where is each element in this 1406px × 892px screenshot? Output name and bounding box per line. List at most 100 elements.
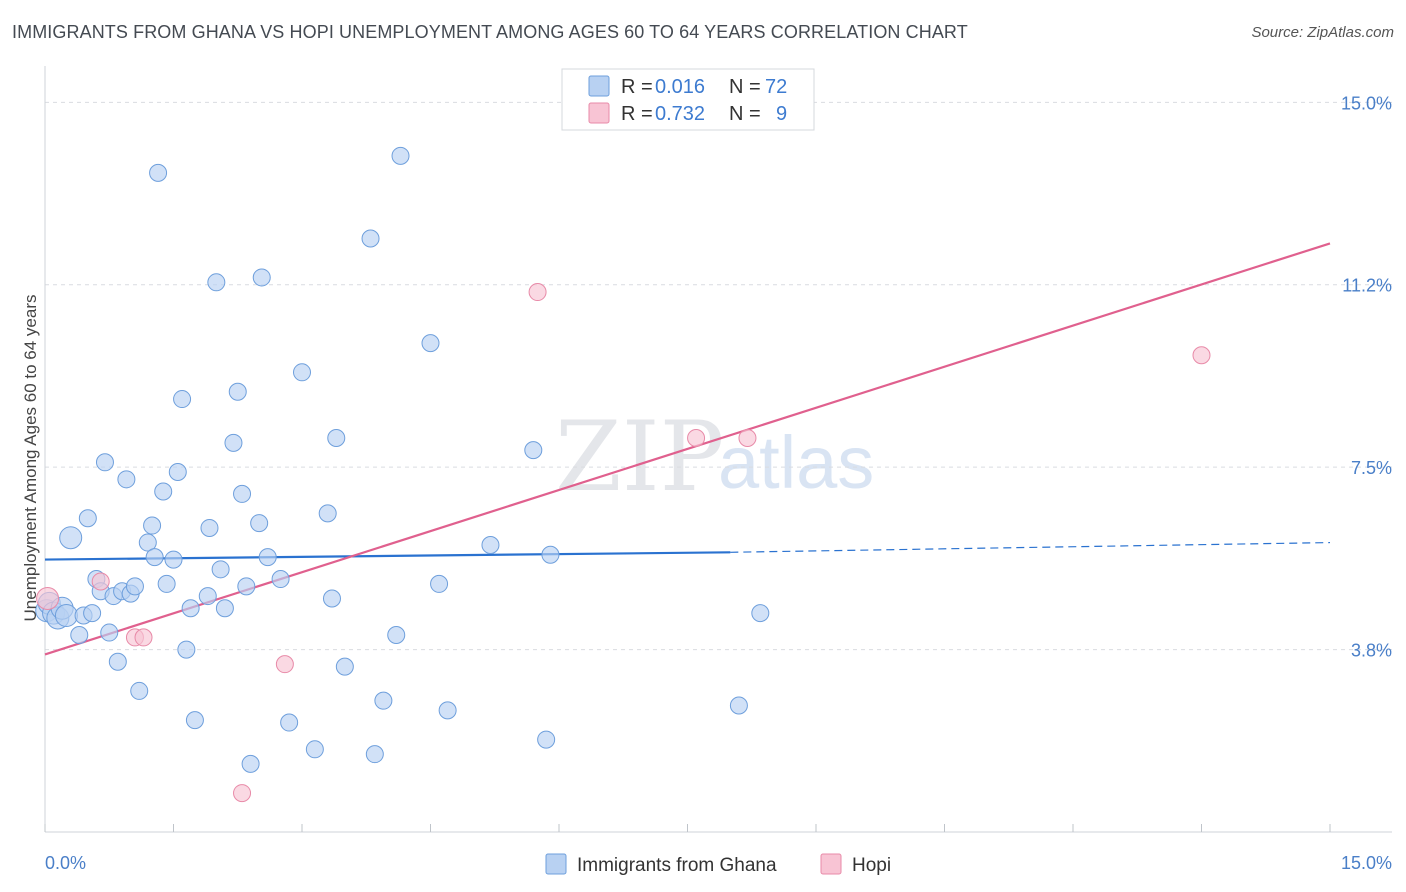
y-tick-labels: 3.8% 7.5% 11.2% 15.0%: [1341, 93, 1392, 660]
ghana-point: [271, 570, 290, 589]
ghana-point: [200, 518, 219, 537]
hopi-point: [738, 428, 757, 447]
ghana-point: [537, 730, 556, 749]
ghana-point: [250, 514, 269, 533]
source-label: Source: ZipAtlas.com: [1251, 24, 1394, 41]
chart-title: IMMIGRANTS FROM GHANA VS HOPI UNEMPLOYME…: [12, 22, 968, 42]
ghana-point: [177, 640, 196, 659]
ghana-point: [168, 463, 187, 482]
ghana-point: [322, 589, 341, 608]
legend-r-label-hopi: R =: [621, 103, 653, 125]
ghana-point: [729, 696, 748, 715]
legend-r-value-hopi: 0.732: [655, 103, 705, 125]
ghana-point: [541, 545, 560, 564]
ghana-point: [365, 745, 384, 764]
watermark-zip: ZIP: [555, 401, 724, 513]
ghana-point: [241, 754, 260, 773]
ghana-point: [125, 577, 144, 596]
correlation-legend: R = 0.016 N = 72 R = 0.732 N = 9: [561, 68, 815, 131]
ghana-point: [100, 623, 119, 642]
bottom-legend-swatch-hopi: [820, 853, 842, 875]
y-tick-label: 15.0%: [1341, 93, 1392, 113]
ghana-point: [54, 604, 78, 628]
legend-n-label-hopi: N =: [729, 103, 761, 125]
ghana-point: [138, 533, 157, 552]
ghana-point: [198, 587, 217, 606]
ghana-point: [145, 548, 164, 567]
legend-swatch-ghana: [588, 75, 610, 97]
ghana-point: [327, 428, 346, 447]
ghana-point: [430, 574, 449, 593]
ghana-point: [224, 433, 243, 452]
legend-n-label-ghana: N =: [729, 76, 761, 98]
ghana-point: [258, 548, 277, 567]
ghana-point: [207, 273, 226, 292]
ghana-point: [252, 268, 271, 287]
y-tick-label: 11.2%: [1342, 276, 1392, 296]
ghana-point: [421, 334, 440, 353]
ghana-point: [280, 713, 299, 732]
ghana-point: [164, 550, 183, 569]
y-tick-label: 3.8%: [1351, 641, 1392, 661]
legend-n-value-hopi: 9: [776, 103, 787, 125]
ghana-point: [83, 604, 102, 623]
ghana-point: [228, 382, 247, 401]
ghana-point: [185, 711, 204, 730]
ghana-point: [305, 740, 324, 759]
ghana-point: [233, 484, 252, 503]
ghana-point: [143, 516, 162, 535]
ghana-point: [149, 163, 168, 182]
series-legend: Immigrants from Ghana Hopi: [545, 853, 891, 876]
legend-r-label-ghana: R =: [621, 76, 653, 98]
ghana-point: [293, 363, 311, 382]
hopi-point: [687, 428, 706, 447]
ghana-point: [157, 574, 176, 593]
ghana-point: [387, 625, 406, 644]
hopi-point: [91, 572, 110, 591]
ghana-point: [361, 229, 380, 248]
axes: [44, 66, 1392, 833]
ghana-trend-line-extension: [730, 541, 1331, 553]
ghana-point: [211, 560, 230, 579]
hopi-point: [36, 587, 60, 611]
ghana-point: [374, 691, 393, 710]
ghana-point: [481, 535, 500, 554]
data-points: [35, 146, 1211, 803]
hopi-point: [528, 283, 547, 302]
bottom-legend-label-ghana: Immigrants from Ghana: [577, 855, 777, 876]
x-tick-label: 0.0%: [45, 853, 86, 873]
ghana-point: [237, 577, 256, 596]
x-tick-label: 15.0%: [1341, 853, 1392, 873]
ghana-point: [70, 625, 89, 644]
ghana-point: [59, 526, 83, 550]
ghana-point: [78, 509, 97, 528]
bottom-legend-swatch-ghana: [545, 853, 567, 875]
watermark: ZIP atlas: [555, 401, 874, 513]
legend-n-value-ghana: 72: [765, 76, 787, 98]
bottom-legend-label-hopi: Hopi: [852, 855, 891, 876]
ghana-point: [108, 652, 127, 671]
ghana-point: [524, 441, 543, 460]
hopi-point: [275, 655, 294, 674]
ghana-point: [335, 657, 354, 676]
ghana-point: [751, 604, 770, 623]
ghana-point: [438, 701, 457, 720]
hopi-point: [134, 628, 153, 647]
legend-r-value-ghana: 0.016: [655, 76, 705, 98]
ghana-point: [391, 146, 410, 165]
ghana-point: [95, 453, 114, 472]
ghana-point: [173, 390, 192, 409]
legend-swatch-hopi: [588, 102, 610, 124]
x-tick-labels: 0.0% 15.0%: [45, 853, 1392, 873]
hopi-point: [1192, 346, 1211, 365]
ghana-point: [318, 504, 337, 523]
ghana-point: [215, 599, 234, 618]
y-tick-label: 7.5%: [1351, 458, 1392, 478]
ghana-point: [154, 482, 173, 501]
ghana-point: [181, 599, 200, 618]
ghana-point: [117, 470, 136, 489]
hopi-point: [233, 784, 252, 803]
grid-lines: [45, 101, 1392, 651]
hopi-trend-line: [44, 242, 1331, 656]
